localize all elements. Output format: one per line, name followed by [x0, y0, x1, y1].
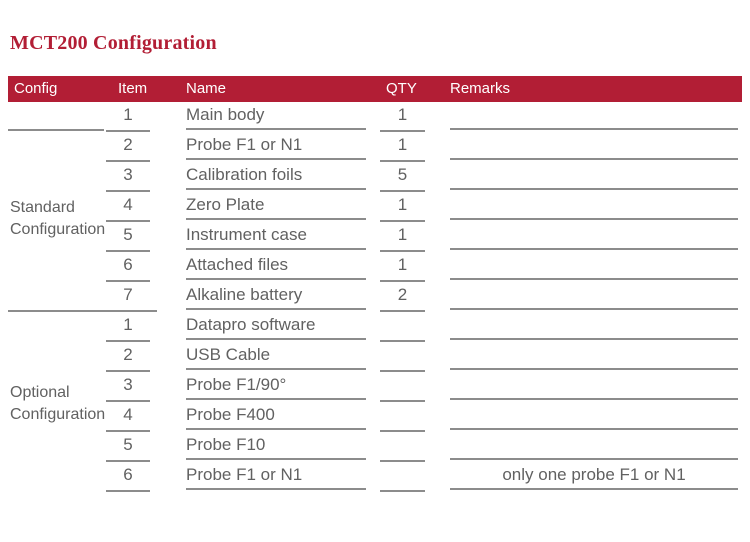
- item-cell: 1: [106, 102, 150, 132]
- section-divider-line: [8, 310, 157, 312]
- remarks-cell: only one probe F1 or N1: [450, 462, 738, 490]
- remarks-cell: [450, 162, 738, 190]
- remarks-cell: [450, 222, 738, 250]
- remarks-cell: [450, 402, 738, 430]
- qty-cell: 1: [380, 192, 425, 222]
- name-cell: Zero Plate: [186, 192, 366, 220]
- table-row: 3 Calibration foils 5: [0, 162, 750, 192]
- qty-cell: [380, 342, 425, 372]
- item-cell: 4: [106, 192, 150, 222]
- qty-cell: [380, 372, 425, 402]
- table-row: 6 Attached files 1: [0, 252, 750, 282]
- item-cell: 4: [106, 402, 150, 432]
- table-row: 7 Alkaline battery 2: [0, 282, 750, 312]
- qty-cell: [380, 312, 425, 342]
- item-cell: 1: [106, 312, 150, 342]
- table-row: 4 Probe F400: [0, 402, 750, 432]
- name-cell: Calibration foils: [186, 162, 366, 190]
- table-header: Config Item Name QTY Remarks: [8, 76, 742, 102]
- item-cell: 5: [106, 222, 150, 252]
- name-cell: USB Cable: [186, 342, 366, 370]
- remarks-cell: [450, 372, 738, 400]
- config-section-label-standard: Standard Configuration: [10, 199, 106, 238]
- name-cell: Attached files: [186, 252, 366, 280]
- table-row: 5 Probe F10: [0, 432, 750, 462]
- qty-cell: [380, 402, 425, 432]
- item-cell: 6: [106, 462, 150, 492]
- qty-cell: [380, 432, 425, 462]
- column-header-qty: QTY: [386, 80, 417, 97]
- remarks-cell: [450, 132, 738, 160]
- column-header-remarks: Remarks: [450, 80, 511, 97]
- table-body: 1 Main body 1 2 Probe F1 or N1 1 3 Calib…: [0, 102, 750, 492]
- qty-cell: 5: [380, 162, 425, 192]
- remarks-cell: [450, 102, 738, 130]
- item-cell: 7: [106, 282, 150, 312]
- table-row: 1 Datapro software: [0, 312, 750, 342]
- item-cell: 6: [106, 252, 150, 282]
- column-header-config: Config: [14, 80, 58, 97]
- name-cell: Main body: [186, 102, 366, 130]
- item-cell: 3: [106, 162, 150, 192]
- name-cell: Probe F10: [186, 432, 366, 460]
- table-row: 1 Main body 1: [0, 102, 750, 132]
- remarks-cell: [450, 252, 738, 280]
- name-cell: Instrument case: [186, 222, 366, 250]
- table-row: 2 USB Cable: [0, 342, 750, 372]
- remarks-cell: [450, 192, 738, 220]
- name-cell: Probe F1 or N1: [186, 132, 366, 160]
- name-cell: Alkaline battery: [186, 282, 366, 310]
- column-header-name: Name: [186, 80, 227, 97]
- table-row: 5 Instrument case 1: [0, 222, 750, 252]
- table-row: 3 Probe F1/90°: [0, 372, 750, 402]
- remarks-cell: [450, 282, 738, 310]
- qty-cell: [380, 462, 425, 492]
- qty-cell: 1: [380, 102, 425, 132]
- remarks-cell: [450, 342, 738, 370]
- remarks-cell: [450, 312, 738, 340]
- name-cell: Probe F1/90°: [186, 372, 366, 400]
- table-row: 2 Probe F1 or N1 1: [0, 132, 750, 162]
- item-cell: 5: [106, 432, 150, 462]
- name-cell: Probe F1 or N1: [186, 462, 366, 490]
- qty-cell: 1: [380, 252, 425, 282]
- page-title: MCT200 Configuration: [10, 32, 217, 54]
- item-cell: 3: [106, 372, 150, 402]
- config-cell-underline: [8, 129, 104, 131]
- qty-cell: 2: [380, 282, 425, 312]
- config-section-label-optional: Optional Configuration: [10, 384, 106, 423]
- item-cell: 2: [106, 132, 150, 162]
- remarks-cell: [450, 432, 738, 460]
- name-cell: Probe F400: [186, 402, 366, 430]
- qty-cell: 1: [380, 132, 425, 162]
- name-cell: Datapro software: [186, 312, 366, 340]
- table-row: 4 Zero Plate 1: [0, 192, 750, 222]
- column-header-item: Item: [118, 80, 148, 97]
- table-row: 6 Probe F1 or N1 only one probe F1 or N1: [0, 462, 750, 492]
- qty-cell: 1: [380, 222, 425, 252]
- item-cell: 2: [106, 342, 150, 372]
